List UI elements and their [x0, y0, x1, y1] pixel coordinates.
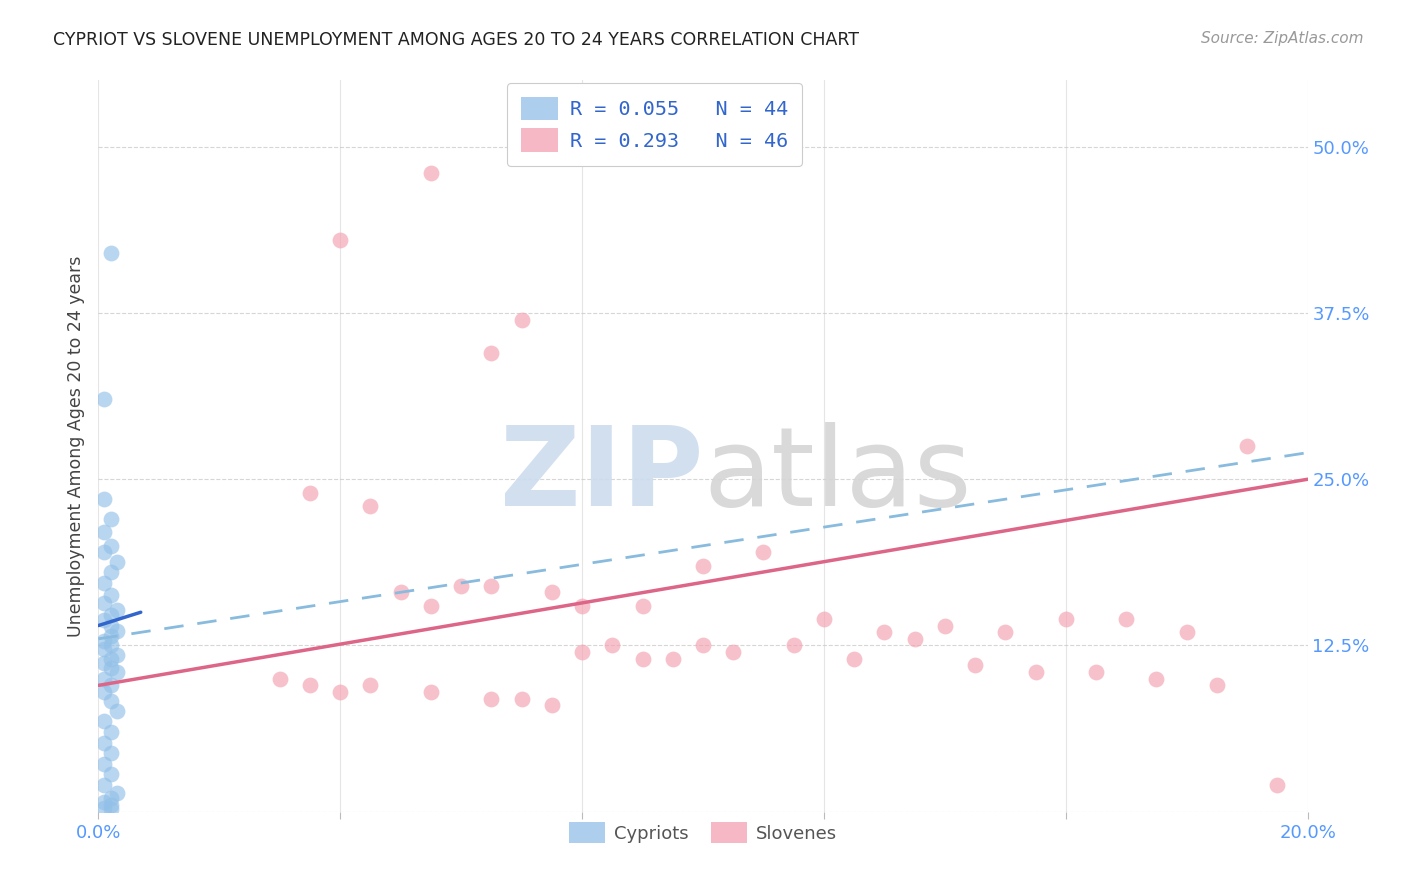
Point	[389, 585, 412, 599]
Point	[631, 599, 654, 613]
Point	[602, 639, 624, 653]
Point	[93, 576, 115, 591]
Point	[450, 579, 472, 593]
Point	[1085, 665, 1108, 679]
Point	[1206, 678, 1229, 692]
Point	[934, 618, 956, 632]
Point	[420, 685, 443, 699]
Point	[100, 539, 122, 553]
Point	[571, 599, 593, 613]
Legend: Cypriots, Slovenes: Cypriots, Slovenes	[562, 815, 844, 850]
Point	[360, 499, 382, 513]
Point	[105, 648, 128, 662]
Point	[783, 639, 806, 653]
Point	[93, 392, 115, 407]
Point	[100, 678, 122, 692]
Point	[93, 525, 115, 540]
Point	[93, 796, 115, 810]
Point	[299, 678, 322, 692]
Point	[100, 767, 122, 781]
Point	[93, 613, 115, 627]
Point	[93, 801, 115, 815]
Point	[100, 566, 122, 580]
Text: ZIP: ZIP	[499, 422, 703, 529]
Point	[105, 704, 128, 718]
Point	[481, 579, 503, 593]
Point	[93, 492, 115, 507]
Point	[510, 691, 533, 706]
Point	[965, 658, 987, 673]
Point	[661, 652, 683, 666]
Point	[105, 602, 128, 616]
Point	[100, 588, 122, 602]
Point	[100, 618, 122, 632]
Point	[481, 691, 503, 706]
Point	[100, 661, 122, 675]
Point	[692, 639, 714, 653]
Point	[420, 166, 443, 180]
Point	[1236, 439, 1258, 453]
Point	[100, 746, 122, 760]
Point	[105, 786, 128, 800]
Point	[93, 634, 115, 648]
Point	[1115, 612, 1137, 626]
Point	[723, 645, 745, 659]
Point	[100, 639, 122, 653]
Point	[299, 485, 322, 500]
Point	[100, 791, 122, 805]
Point	[1144, 672, 1167, 686]
Text: CYPRIOT VS SLOVENE UNEMPLOYMENT AMONG AGES 20 TO 24 YEARS CORRELATION CHART: CYPRIOT VS SLOVENE UNEMPLOYMENT AMONG AG…	[53, 31, 859, 49]
Point	[481, 346, 503, 360]
Point	[93, 642, 115, 657]
Point	[93, 596, 115, 610]
Point	[93, 756, 115, 771]
Point	[100, 629, 122, 643]
Point	[269, 672, 291, 686]
Point	[1267, 778, 1289, 792]
Point	[100, 246, 122, 260]
Point	[105, 555, 128, 569]
Point	[571, 645, 593, 659]
Point	[100, 694, 122, 708]
Point	[93, 545, 115, 559]
Point	[631, 652, 654, 666]
Point	[1024, 665, 1046, 679]
Point	[873, 625, 896, 640]
Point	[93, 672, 115, 686]
Point	[100, 725, 122, 739]
Point	[100, 607, 122, 622]
Point	[93, 735, 115, 749]
Point	[752, 545, 775, 559]
Point	[93, 656, 115, 670]
Point	[100, 802, 122, 816]
Point	[904, 632, 927, 646]
Point	[93, 685, 115, 699]
Point	[994, 625, 1017, 640]
Point	[813, 612, 835, 626]
Point	[105, 624, 128, 638]
Y-axis label: Unemployment Among Ages 20 to 24 years: Unemployment Among Ages 20 to 24 years	[66, 255, 84, 637]
Point	[360, 678, 382, 692]
Point	[510, 312, 533, 326]
Point	[329, 233, 352, 247]
Point	[1054, 612, 1077, 626]
Point	[692, 558, 714, 573]
Point	[329, 685, 352, 699]
Point	[100, 652, 122, 666]
Point	[93, 778, 115, 792]
Point	[100, 798, 122, 813]
Point	[93, 714, 115, 729]
Point	[420, 599, 443, 613]
Point	[540, 698, 562, 713]
Text: Source: ZipAtlas.com: Source: ZipAtlas.com	[1201, 31, 1364, 46]
Text: atlas: atlas	[703, 422, 972, 529]
Point	[100, 512, 122, 526]
Point	[105, 665, 128, 679]
Point	[1175, 625, 1198, 640]
Point	[844, 652, 866, 666]
Point	[540, 585, 562, 599]
